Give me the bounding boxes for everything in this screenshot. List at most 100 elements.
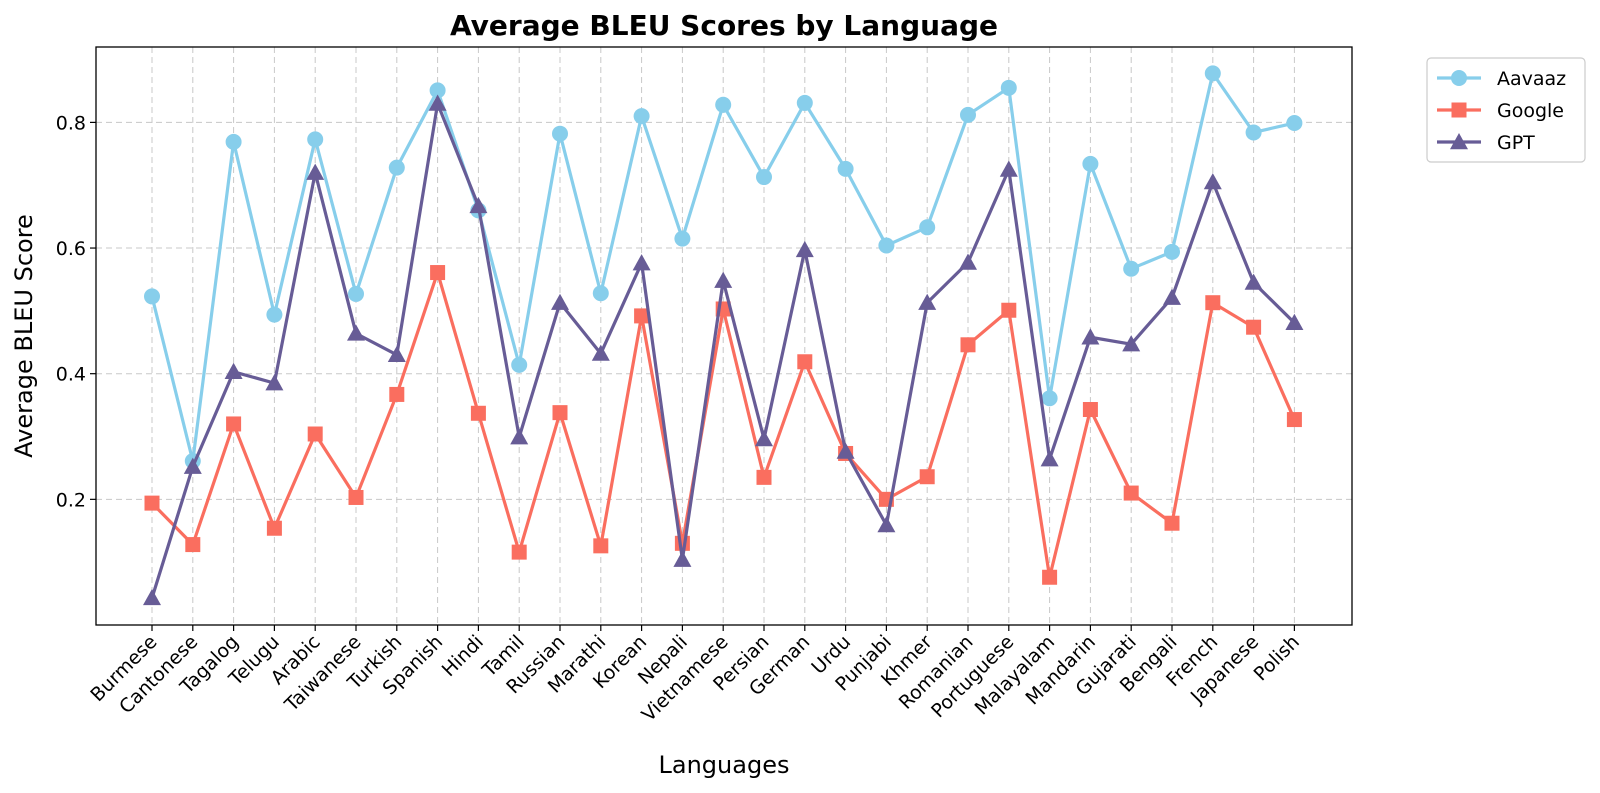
data-point [796,94,813,111]
legend-item-gpt: GPT [1437,132,1535,154]
data-point [1245,124,1262,141]
data-point [510,428,529,445]
data-point [348,489,364,505]
data-point [795,240,814,258]
data-point [1286,412,1302,428]
data-point [632,254,651,271]
data-point [756,169,772,186]
data-point [1082,402,1098,418]
data-point [265,374,284,391]
data-point [1164,243,1180,260]
series-gpt [143,94,1304,606]
data-point [428,94,447,111]
x-axis-ticks: BurmeseCantoneseTagalogTeluguArabicTaiwa… [86,625,1304,726]
legend-box [1426,57,1586,163]
x-axis-label: Languages [659,751,790,779]
data-point [470,405,486,421]
data-point [1001,302,1017,318]
data-point [1000,79,1017,96]
data-point [469,196,488,214]
data-point [877,516,896,533]
data-point [1246,319,1262,335]
data-point [185,537,201,553]
data-point [144,288,160,305]
data-point [960,337,976,353]
data-point [1164,515,1180,531]
data-point [1203,173,1222,190]
legend-label: Google [1497,100,1564,122]
data-point [307,426,323,442]
data-point [144,495,160,511]
data-point [919,219,936,236]
data-point [714,271,733,288]
x-tick-label: Hindi [438,631,488,681]
data-point [552,125,568,142]
data-point [430,265,446,281]
data-point [266,306,283,323]
data-point [1042,569,1058,585]
data-point [1123,260,1140,277]
data-point [1285,313,1304,331]
data-point [591,344,610,361]
y-tick-label: 0.6 [56,238,86,260]
data-point [756,469,772,485]
x-tick-label: Polish [1250,631,1304,685]
data-point [919,469,935,485]
data-point [633,108,650,125]
data-point [551,293,569,310]
data-point [511,544,527,560]
data-point [1041,390,1058,407]
data-point [1122,335,1141,352]
data-point [1163,288,1181,305]
data-point [347,324,365,341]
data-point [1123,485,1139,501]
data-point [225,133,242,150]
data-point [999,160,1018,177]
data-point [552,405,568,421]
y-tick-label: 0.8 [56,112,86,134]
data-point [837,160,854,177]
data-point [388,159,405,176]
data-point [960,106,976,123]
data-point [674,230,691,247]
y-tick-label: 0.2 [56,489,86,511]
data-point [1082,155,1099,172]
series-layer [143,65,1304,606]
data-point [755,430,773,447]
data-point [1204,65,1221,82]
data-point [1205,295,1221,311]
data-point [918,293,937,310]
data-point [224,362,243,380]
legend-label: Aavaaz [1497,68,1566,90]
data-point [797,354,813,370]
legend-label: GPT [1497,132,1535,154]
data-point [593,538,609,554]
data-point [836,442,855,459]
data-point [1040,450,1059,467]
legend-marker [1451,70,1467,86]
plot-frame [95,46,1353,626]
data-point [673,550,692,567]
data-point [306,163,325,180]
data-point [307,131,324,148]
data-point [183,457,202,474]
y-axis-ticks: 0.2 0.4 0.6 0.8 [56,112,96,511]
data-point [1244,273,1263,290]
data-point [511,356,528,373]
data-point [959,253,977,270]
data-point [389,386,405,402]
data-point [226,416,242,432]
data-point [1081,328,1100,345]
data-point [143,588,161,606]
y-tick-label: 0.4 [56,364,86,386]
chart-title: Average BLEU Scores by Language [450,9,998,42]
legend: Aavaaz Google GPT [1426,57,1586,163]
legend-marker [1451,102,1467,118]
data-point [878,237,895,254]
data-point [266,520,282,536]
data-point [715,96,732,113]
data-point [348,285,364,302]
series-google [144,265,1302,585]
